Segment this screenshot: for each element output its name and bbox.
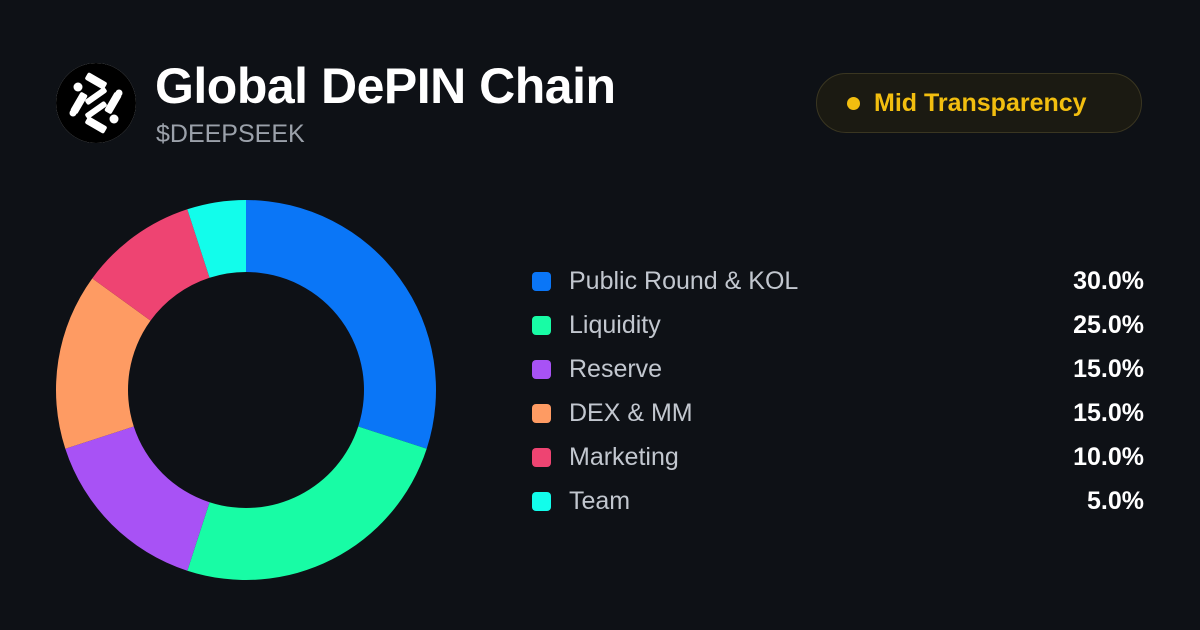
legend-value: 15.0% <box>1073 354 1144 383</box>
donut-slice-marketing <box>92 209 210 321</box>
legend-item: DEX & MM 15.0% <box>532 391 1144 435</box>
legend-item: Public Round & KOL 30.0% <box>532 259 1144 303</box>
donut-slice-reserve <box>65 426 210 571</box>
legend-swatch <box>532 315 551 335</box>
legend-swatch <box>532 491 551 511</box>
donut-chart <box>55 200 436 580</box>
transparency-label: Mid Transparency <box>874 88 1087 117</box>
legend-swatch <box>532 447 551 467</box>
legend-swatch <box>532 403 551 423</box>
legend-label: Reserve <box>569 354 663 383</box>
legend-label: Team <box>569 486 631 515</box>
status-dot-icon <box>847 96 860 110</box>
token-ticker: $DEEPSEEK <box>156 120 305 148</box>
legend-value: 5.0% <box>1087 486 1144 515</box>
legend-swatch <box>532 271 551 291</box>
donut-slice-dex-mm <box>55 278 151 449</box>
legend-value: 30.0% <box>1073 266 1144 295</box>
logo-mark <box>56 63 136 143</box>
chart-legend: Public Round & KOL 30.0% Liquidity 25.0% Res… <box>532 259 1144 523</box>
legend-label: DEX & MM <box>569 398 693 427</box>
legend-value: 10.0% <box>1073 442 1144 471</box>
legend-label: Marketing <box>569 442 679 471</box>
legend-item: Team 5.0% <box>532 479 1144 523</box>
donut-slice-team <box>187 200 246 278</box>
legend-swatch <box>532 359 551 379</box>
deepseek-logo-icon <box>56 63 136 143</box>
donut-slice-liquidity <box>187 426 427 580</box>
legend-item: Reserve 15.0% <box>532 347 1144 391</box>
legend-value: 25.0% <box>1073 310 1144 339</box>
legend-value: 15.0% <box>1073 398 1144 427</box>
legend-label: Liquidity <box>569 310 661 339</box>
transparency-badge: Mid Transparency <box>816 73 1142 133</box>
donut-slice-public-round-kol <box>246 200 436 449</box>
legend-item: Marketing 10.0% <box>532 435 1144 479</box>
page-title: Global DePIN Chain <box>155 58 616 114</box>
legend-item: Liquidity 25.0% <box>532 303 1144 347</box>
legend-label: Public Round & KOL <box>569 266 799 295</box>
